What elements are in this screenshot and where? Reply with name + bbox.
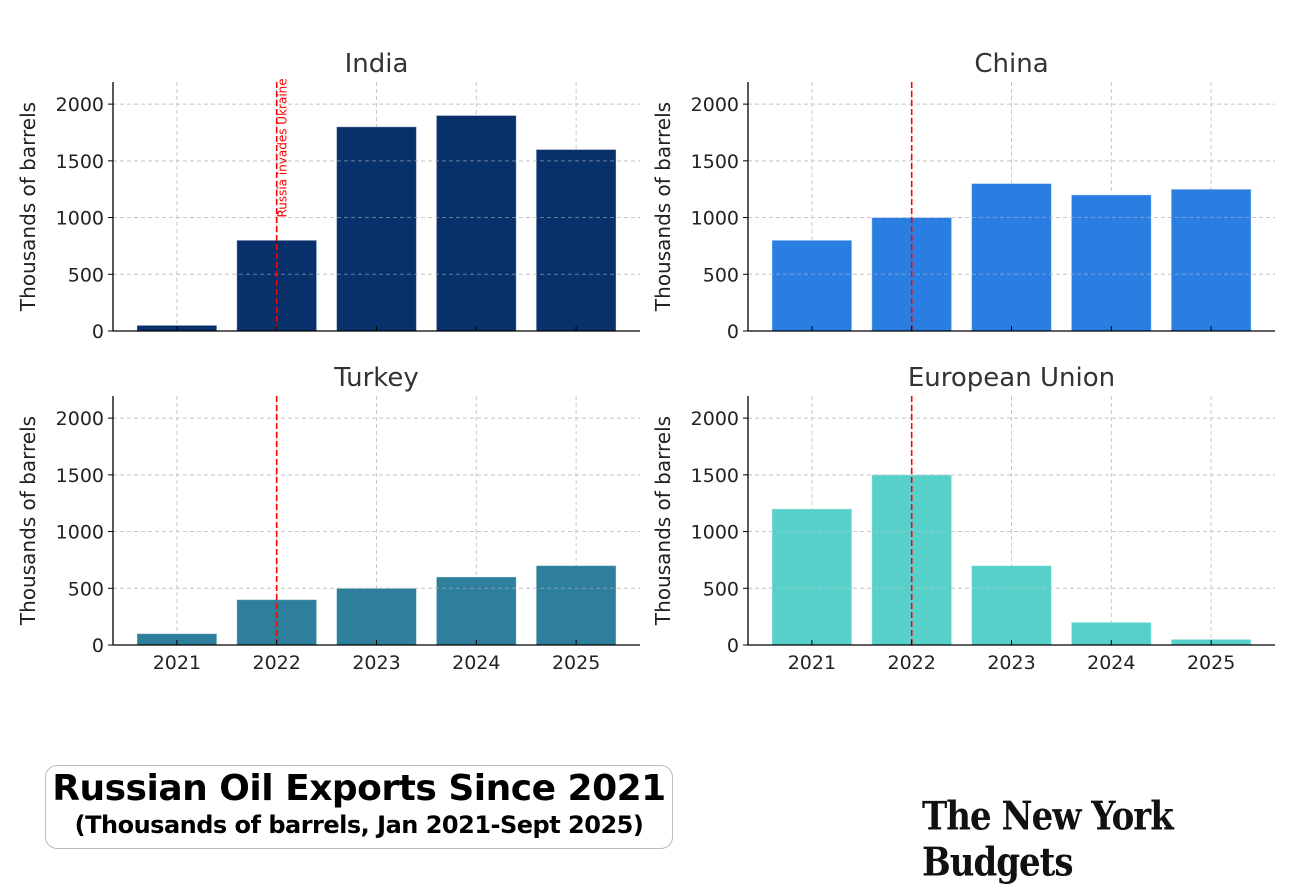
turkey-xtick-label: 2025: [552, 652, 600, 674]
turkey-ytick-label: 1000: [56, 522, 104, 544]
turkey-ytick-label: 1500: [56, 465, 104, 487]
turkey-xtick-label: 2022: [253, 652, 301, 674]
european-union-ytick-label: 0: [727, 635, 739, 657]
european-union-xtick-label: 2021: [788, 652, 836, 674]
india-bar-2024: [435, 114, 517, 332]
india-ytick-label: 2000: [56, 94, 104, 116]
publisher-logo: The New York Budgets: [922, 794, 1174, 886]
european-union-xtick-label: 2024: [1087, 652, 1135, 674]
turkey-ylabel: Thousands of barrels: [16, 416, 40, 626]
european-union-ylabel: Thousands of barrels: [651, 416, 675, 626]
china-bar-2025: [1170, 188, 1252, 332]
turkey-bar-2023: [336, 587, 417, 646]
turkey-ytick-label: 2000: [56, 408, 104, 430]
china-ylabel: Thousands of barrels: [651, 102, 675, 312]
european-union-ytick-label: 500: [703, 578, 739, 600]
european-union-ytick-label: 1500: [691, 465, 739, 487]
india-ylabel: Thousands of barrels: [16, 102, 40, 312]
turkey-xtick-label: 2021: [153, 652, 201, 674]
european-union-ytick-label: 1000: [691, 522, 739, 544]
china-ytick-label: 2000: [691, 94, 739, 116]
india-title: India: [345, 49, 409, 79]
india-event-label: Russia invades Ukraine: [276, 78, 290, 217]
china-bar-2023: [971, 183, 1052, 332]
turkey-bar-2025: [535, 565, 617, 646]
european-union-xtick-label: 2023: [987, 652, 1035, 674]
china-bar-2024: [1070, 194, 1152, 332]
european-union-xtick-label: 2025: [1187, 652, 1235, 674]
caption-subtitle: (Thousands of barrels, Jan 2021-Sept 202…: [74, 811, 644, 839]
india-ytick-label: 1500: [56, 151, 104, 173]
india-ytick-label: 0: [92, 321, 104, 343]
european-union-bar-2023: [971, 565, 1052, 646]
china-ytick-label: 0: [727, 321, 739, 343]
european-union-ytick-label: 2000: [691, 408, 739, 430]
china-title: China: [974, 49, 1048, 79]
india-bar-2025: [535, 148, 617, 332]
turkey-xtick-label: 2023: [352, 652, 400, 674]
turkey-ytick-label: 0: [92, 635, 104, 657]
turkey-bar-2024: [435, 576, 517, 646]
caption-title: Russian Oil Exports Since 2021: [52, 768, 666, 809]
turkey-title: Turkey: [333, 363, 419, 393]
turkey-xtick-label: 2024: [452, 652, 500, 674]
china-ytick-label: 1000: [691, 208, 739, 230]
india-ytick-label: 1000: [56, 208, 104, 230]
caption-box: Russian Oil Exports Since 2021 (Thousand…: [45, 765, 673, 849]
india-ytick-label: 500: [68, 264, 104, 286]
china-ytick-label: 500: [703, 264, 739, 286]
european-union-xtick-label: 2022: [888, 652, 936, 674]
china-ytick-label: 1500: [691, 151, 739, 173]
india-bar-2023: [336, 126, 417, 332]
turkey-ytick-label: 500: [68, 578, 104, 600]
european-union-title: European Union: [908, 363, 1115, 393]
european-union-bar-2021: [771, 508, 853, 646]
china-bar-2021: [771, 239, 853, 332]
